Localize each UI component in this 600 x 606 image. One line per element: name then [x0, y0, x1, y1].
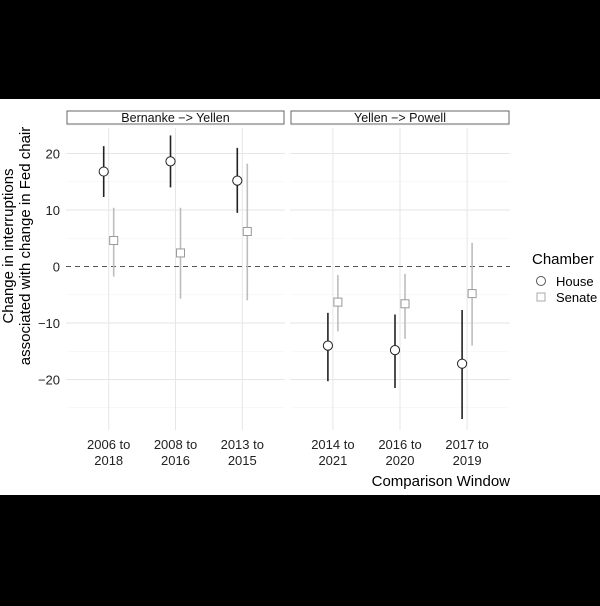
x-tick-label: 2021: [318, 453, 347, 468]
facet-strip-label: Yellen −> Powell: [354, 111, 446, 125]
x-tick-label: 2013 to: [221, 437, 264, 452]
senate-point: [176, 248, 185, 258]
senate-point: [109, 236, 119, 246]
y-tick-label: 10: [46, 203, 60, 218]
y-tick-label: −10: [38, 316, 60, 331]
x-tick-label: 2015: [228, 453, 257, 468]
x-tick-label: 2016: [161, 453, 190, 468]
x-axis-title: Comparison Window: [372, 473, 511, 490]
x-tick-label: 2016 to: [378, 437, 421, 452]
senate-point: [333, 297, 343, 307]
house-point: [322, 340, 333, 351]
house-point: [457, 358, 468, 369]
house-point: [98, 166, 109, 177]
grid-layer: [66, 124, 510, 430]
facet-strips: Bernanke −> Yellen Yellen −> Powell: [66, 110, 510, 125]
x-tick-label: 2006 to: [87, 437, 130, 452]
legend-house-label: House: [556, 274, 594, 289]
x-tick-label: 2019: [453, 453, 482, 468]
facet-strip-label: Bernanke −> Yellen: [121, 111, 229, 125]
facet-strip: [66, 110, 285, 125]
legend-house-circle-icon: [536, 276, 546, 286]
x-tick-label: 2008 to: [154, 437, 197, 452]
y-tick-label: −20: [38, 373, 60, 388]
senate-point: [400, 299, 410, 309]
y-tick-label: 20: [46, 147, 60, 162]
legend-senate-label: Senate: [556, 290, 597, 305]
plot-background: [0, 99, 600, 495]
senate-point: [242, 226, 252, 236]
y-tick-label: 0: [53, 260, 60, 275]
legend-title: Chamber: [532, 251, 594, 268]
house-point: [232, 175, 243, 186]
senate-point: [467, 289, 477, 299]
legend: Chamber House Senate: [532, 251, 597, 305]
house-point: [165, 156, 176, 167]
x-tick-label: 2018: [94, 453, 123, 468]
x-tick-label: 2017 to: [445, 437, 488, 452]
axes: Change in interruptions associated with …: [0, 127, 510, 490]
y-axis-title-line1: Change in interruptions: [0, 168, 17, 323]
house-point: [389, 345, 401, 356]
legend-senate-square-icon: [536, 292, 546, 302]
x-tick-label: 2020: [386, 453, 415, 468]
facet-strip: [290, 110, 510, 125]
x-tick-label: 2014 to: [311, 437, 354, 452]
y-axis-title-line2: associated with change in Fed chair: [17, 127, 34, 365]
chart-marks: [98, 135, 477, 420]
